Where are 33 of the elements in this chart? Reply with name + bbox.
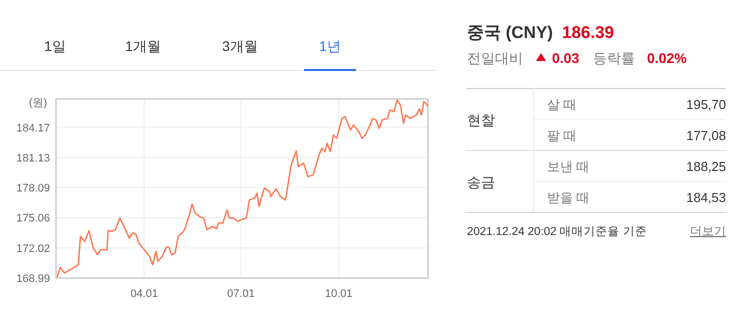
text: 살 때 — [547, 97, 577, 112]
y-tick-label: 181.13 — [16, 152, 50, 164]
text: 1개월 — [125, 38, 161, 54]
text: 186.39 — [562, 23, 614, 42]
text: 188,25 — [686, 159, 726, 174]
text: 송금 — [467, 174, 495, 190]
text: 184,53 — [686, 190, 726, 205]
text: 1일 — [44, 38, 66, 54]
text: 보낸 때 — [547, 159, 590, 174]
text: 0.03 — [552, 50, 580, 66]
y-tick-label: 175.06 — [16, 212, 50, 225]
text: 중국 (CNY) — [467, 23, 553, 42]
text: 팔 때 — [547, 128, 577, 143]
text: 받을 때 — [547, 190, 590, 205]
text: 177,08 — [686, 128, 726, 143]
text: 전일대비 — [467, 50, 523, 66]
y-tick-label: 178.09 — [16, 182, 50, 195]
text: 195,70 — [686, 97, 726, 112]
x-tick-label: 04.01 — [130, 288, 158, 300]
text: 더보기 — [690, 224, 726, 238]
text: 현찰 — [467, 112, 495, 128]
text: 등락률 — [593, 50, 635, 66]
y-tick-label: 168.99 — [16, 273, 50, 285]
x-tick-label: 07.01 — [227, 288, 255, 300]
text: 1년 — [319, 38, 341, 54]
text: 0.02% — [647, 50, 688, 66]
line-series — [56, 99, 429, 278]
text: 2021.12.24 20:02 매매기준율 기준 — [467, 226, 647, 238]
x-tick-label: 10.01 — [324, 288, 352, 300]
y-axis-title: (원) — [28, 97, 48, 109]
y-tick-label: 172.02 — [16, 242, 50, 255]
text: 3개월 — [222, 38, 258, 54]
y-tick-label: 184.17 — [16, 122, 50, 134]
